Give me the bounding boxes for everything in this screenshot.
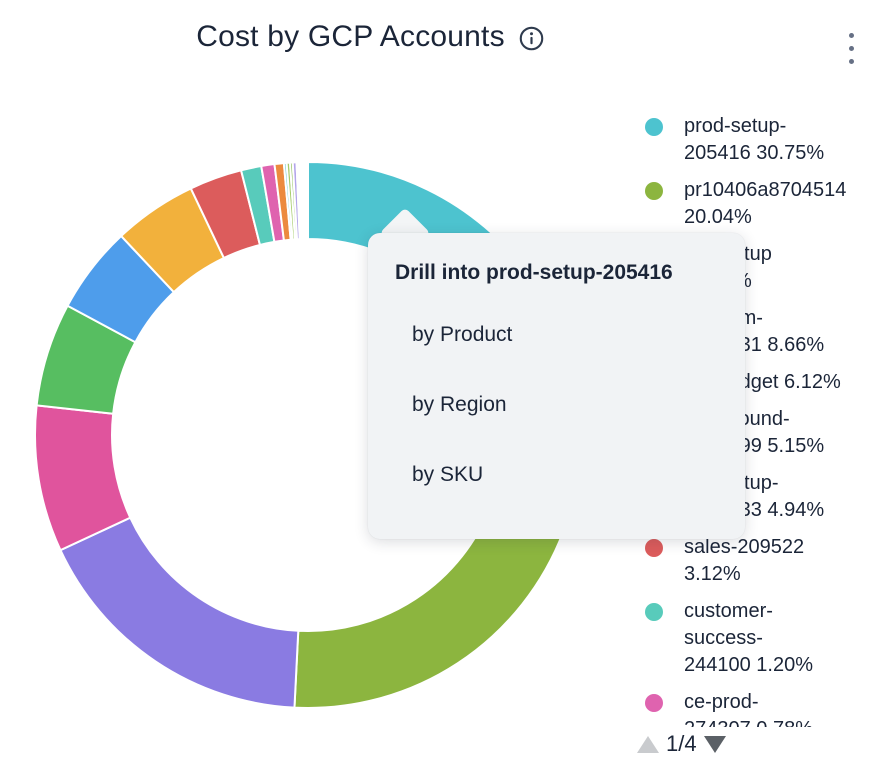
legend-dot <box>645 603 663 621</box>
legend-label-line: ce-prod- <box>684 691 759 713</box>
legend-label-line: success- <box>684 627 763 649</box>
pie-slice-dev-setup[interactable] <box>59 516 300 709</box>
legend-label-line: customer- <box>684 600 773 622</box>
legend-page-indicator: 1/4 <box>666 731 697 756</box>
legend-label: pr10406a8704514 20.04% <box>684 177 846 231</box>
legend-pagination: 1/4 <box>637 731 726 757</box>
legend-item[interactable]: sales-209522 3.12% <box>645 534 877 588</box>
drilldown-title: Drill into prod-setup-205416 <box>395 261 673 284</box>
drilldown-item-by-region[interactable]: by Region <box>412 393 507 416</box>
widget-header: Cost by GCP Accounts <box>0 20 740 54</box>
legend-label-line: 20.04% <box>684 206 752 228</box>
legend-page-up-icon[interactable] <box>637 735 659 753</box>
legend-label-line: prod-setup- <box>684 115 787 137</box>
legend-dot <box>645 118 663 136</box>
legend-item[interactable]: customer-success- 244100 1.20% <box>645 598 877 679</box>
legend-label-line: 205416 30.75% <box>684 142 825 164</box>
kebab-dot <box>849 33 854 38</box>
legend-label: prod-setup- 205416 30.75% <box>684 113 824 167</box>
legend-item[interactable]: pr10406a8704514 20.04% <box>645 177 877 231</box>
legend-page-down-icon[interactable] <box>703 735 726 753</box>
kebab-menu-icon[interactable] <box>847 31 856 66</box>
drilldown-item-by-sku[interactable]: by SKU <box>412 463 484 486</box>
legend-dot <box>645 182 663 200</box>
drilldown-menu: Drill into prod-setup-205416 by Product … <box>368 233 745 539</box>
pie-slice-others[interactable] <box>295 160 309 241</box>
kebab-dot <box>849 46 854 51</box>
legend-item[interactable]: prod-setup- 205416 30.75% <box>645 113 877 167</box>
legend-label-line: 274307 0.78% <box>684 716 813 727</box>
info-icon[interactable] <box>519 26 544 51</box>
legend-item[interactable]: ce-prod- 274307 0.78% <box>645 689 877 727</box>
legend-label-line: 3.12% <box>684 563 741 585</box>
drilldown-item-by-product[interactable]: by Product <box>412 323 513 346</box>
legend-label: sales-209522 3.12% <box>684 534 804 588</box>
kebab-dot <box>849 59 854 64</box>
legend-label-line: sales-209522 <box>684 536 805 558</box>
legend-dot <box>645 694 663 712</box>
legend-label-line: 244100 1.20% <box>684 654 814 676</box>
page-title: Cost by GCP Accounts <box>196 20 505 53</box>
legend-dot <box>645 539 663 557</box>
legend-label-line: pr10406a8704514 <box>684 179 847 201</box>
donut-chart <box>34 160 582 709</box>
legend-label: customer-success- 244100 1.20% <box>684 598 813 679</box>
legend-label: ce-prod- 274307 0.78% <box>684 689 813 727</box>
